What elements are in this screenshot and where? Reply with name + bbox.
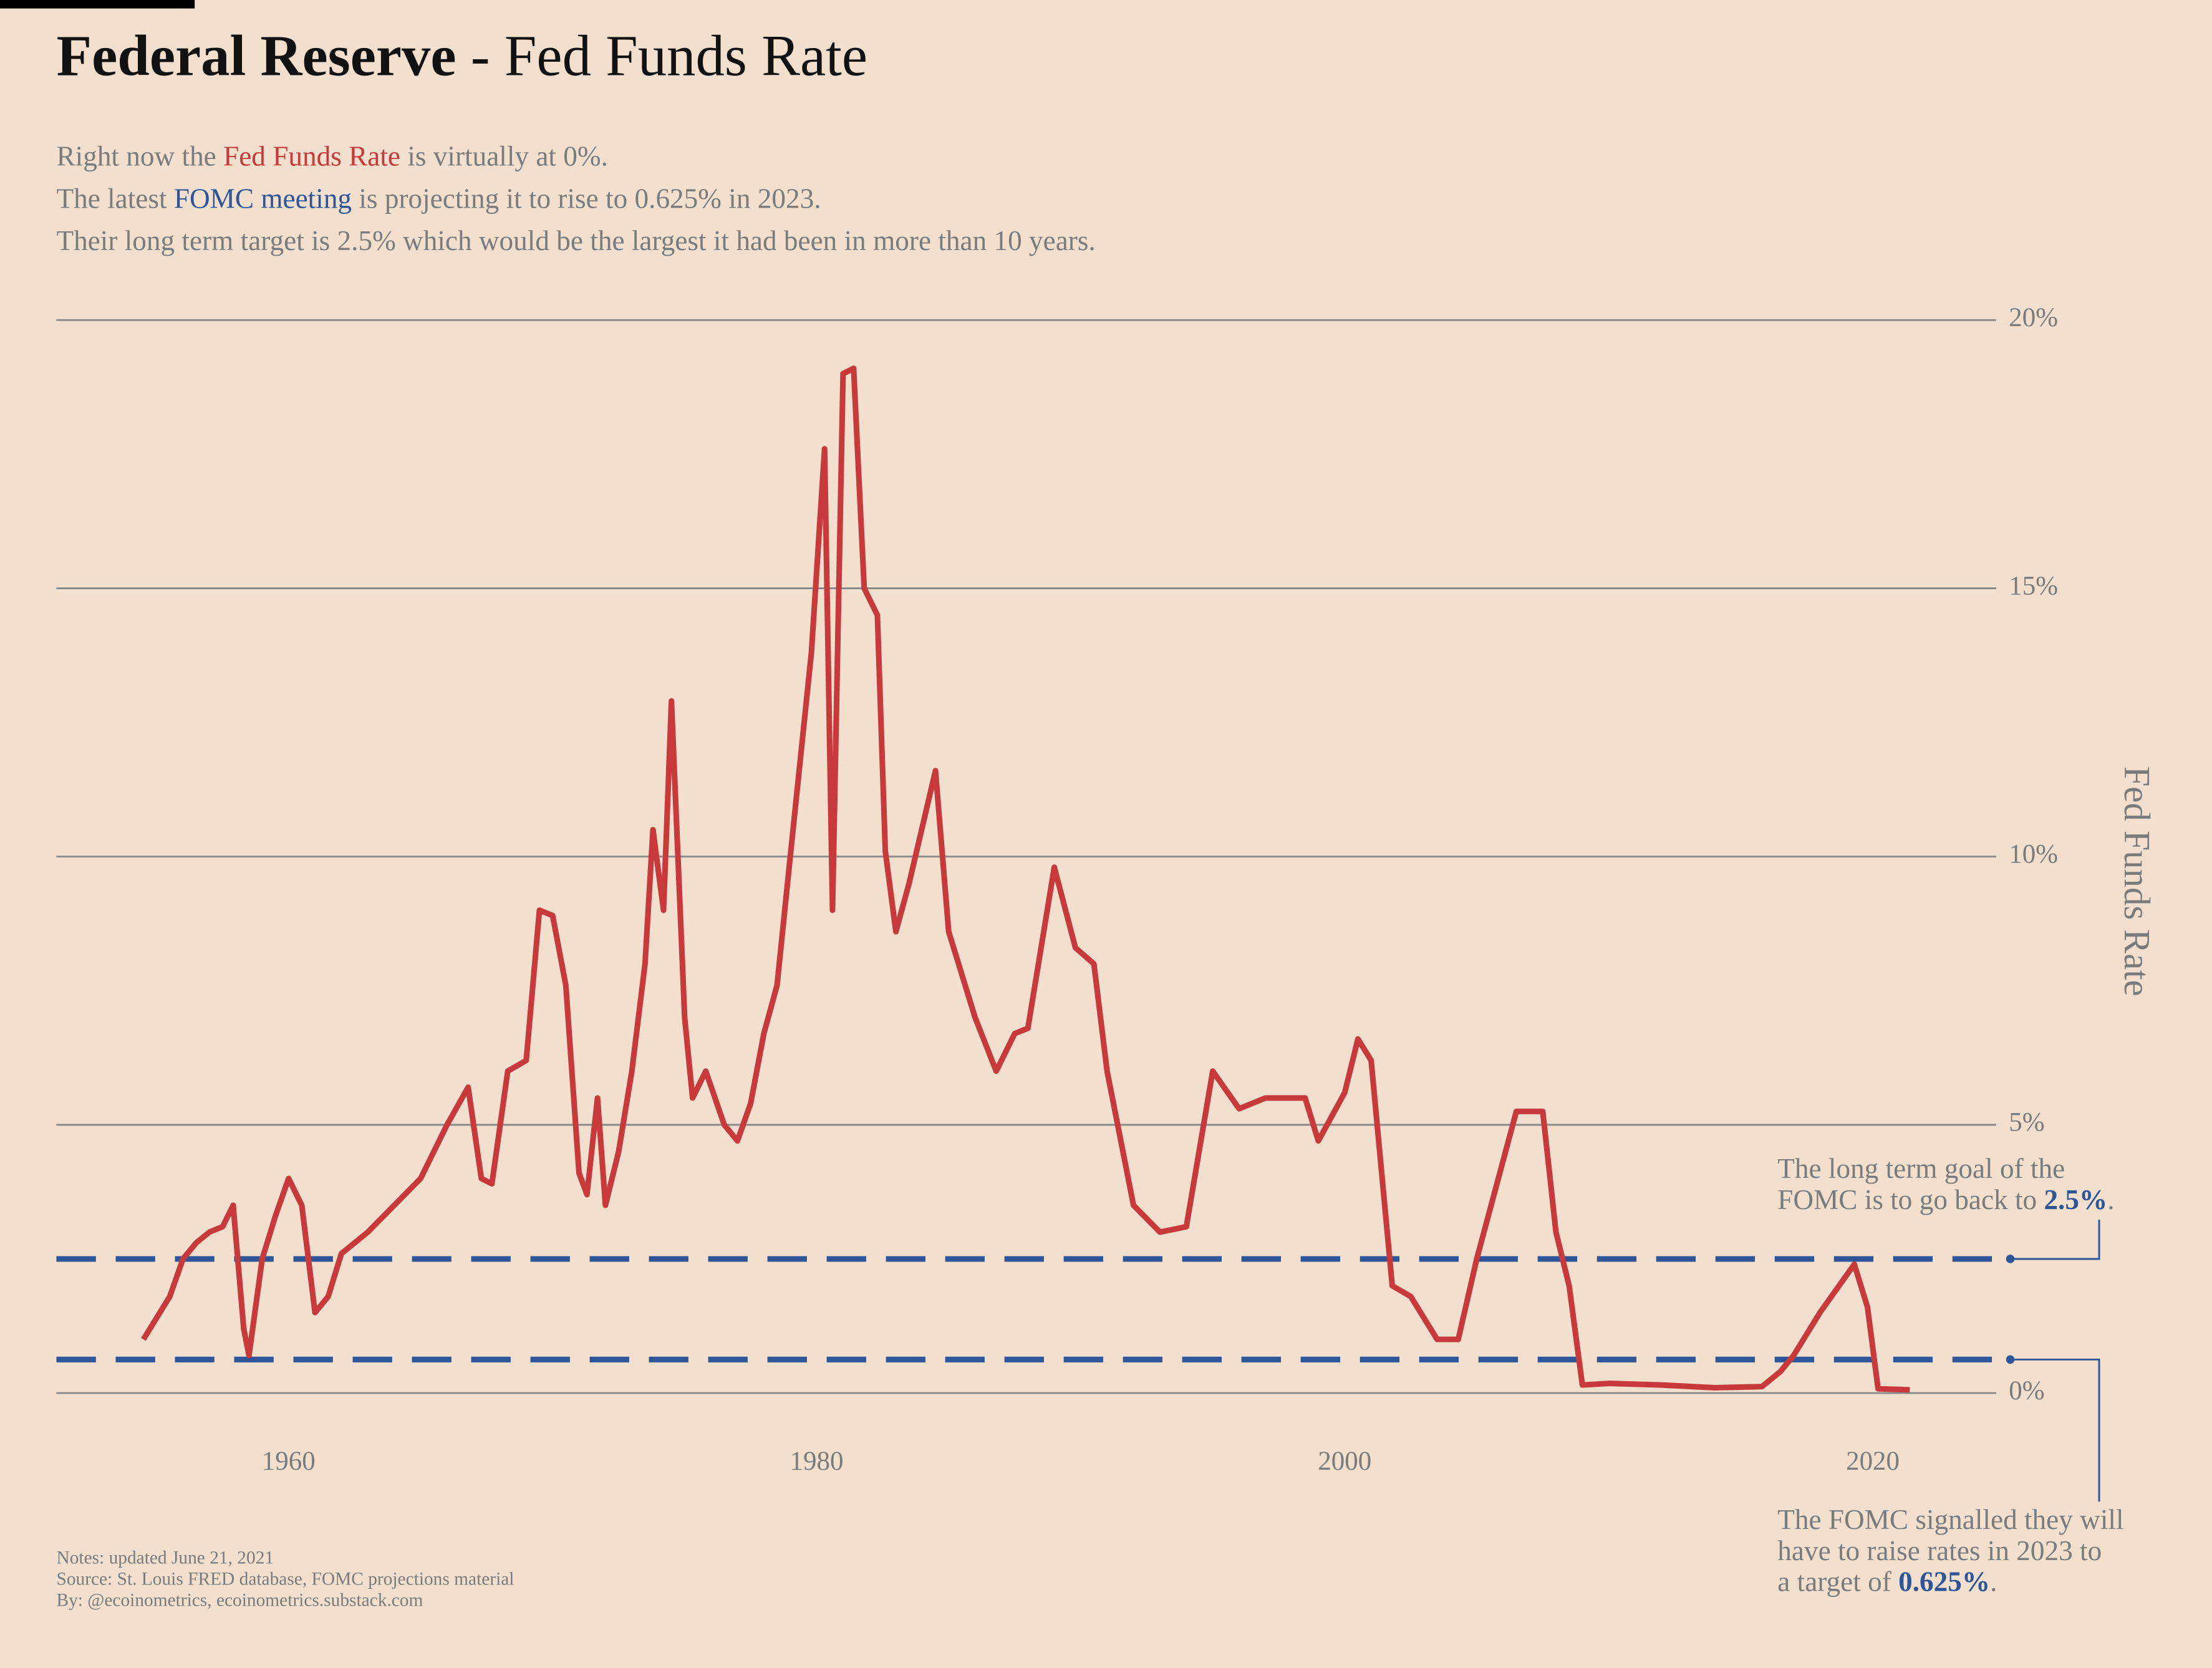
subtitle-line: Right now the Fed Funds Rate is virtuall…	[56, 141, 607, 172]
subtitle-part: The latest	[56, 183, 173, 215]
y-tick-label: 20%	[2009, 303, 2058, 332]
note: By: @ecoinometrics, ecoinometrics.substa…	[56, 1590, 423, 1610]
subtitle-part: Their long term target is 2.5% which wou…	[56, 226, 1095, 257]
x-tick-label: 1980	[790, 1447, 844, 1476]
annotation-value: 0.625%	[1898, 1566, 1990, 1598]
annotation-line: have to raise rates in 2023 to	[1777, 1535, 2102, 1566]
annotation-text: The long term goal of the	[1777, 1153, 2065, 1184]
x-tick-label: 2020	[1846, 1447, 1900, 1476]
annotation-value: 2.5%	[2044, 1184, 2107, 1215]
y-tick-label: 0%	[2009, 1376, 2044, 1405]
subtitle-part: Right now the	[56, 141, 223, 172]
x-tick-label: 2000	[1318, 1447, 1371, 1476]
annotation-line: a target of 0.625%.	[1777, 1566, 1997, 1598]
subtitle-line: Their long term target is 2.5% which wou…	[56, 226, 1095, 257]
y-axis-title: Fed Funds Rate	[2117, 766, 2157, 996]
y-tick-label: 15%	[2009, 571, 2058, 600]
subtitle-part: is virtually at 0%.	[400, 141, 608, 172]
data-line	[141, 365, 1910, 1393]
annotation-suffix: .	[1990, 1566, 1997, 1598]
annotation-line: The FOMC signalled they will	[1777, 1504, 2123, 1535]
annotation-suffix: .	[2107, 1184, 2114, 1215]
top-bar	[0, 0, 195, 9]
subtitle-line: The latest FOMC meeting is projecting it…	[56, 183, 821, 215]
subtitle-part: Fed Funds Rate	[223, 141, 400, 172]
annotation-line: The long term goal of the	[1777, 1153, 2065, 1184]
note: Notes: updated June 21, 2021	[56, 1548, 274, 1568]
chart-title: Federal Reserve - Fed Funds Rate	[56, 24, 867, 89]
title-rest: - Fed Funds Rate	[456, 24, 867, 89]
annotation-text: FOMC is to go back to	[1777, 1184, 2044, 1215]
y-tick-label: 5%	[2009, 1108, 2044, 1137]
title-bold: Federal Reserve	[56, 24, 456, 89]
annotation-text: The FOMC signalled they will	[1777, 1504, 2123, 1535]
note: Source: St. Louis FRED database, FOMC pr…	[56, 1569, 514, 1589]
annotation-text: have to raise rates in 2023 to	[1777, 1535, 2102, 1566]
annotation-text: a target of	[1777, 1566, 1898, 1598]
y-tick-label: 10%	[2009, 840, 2058, 869]
subtitle-part: is projecting it to rise to 0.625% in 20…	[352, 183, 821, 215]
annotation-line: FOMC is to go back to 2.5%.	[1777, 1184, 2114, 1215]
x-tick-label: 1960	[262, 1447, 316, 1476]
subtitle-part: FOMC meeting	[174, 183, 352, 215]
connector	[2010, 1219, 2100, 1260]
connector	[2010, 1358, 2100, 1502]
